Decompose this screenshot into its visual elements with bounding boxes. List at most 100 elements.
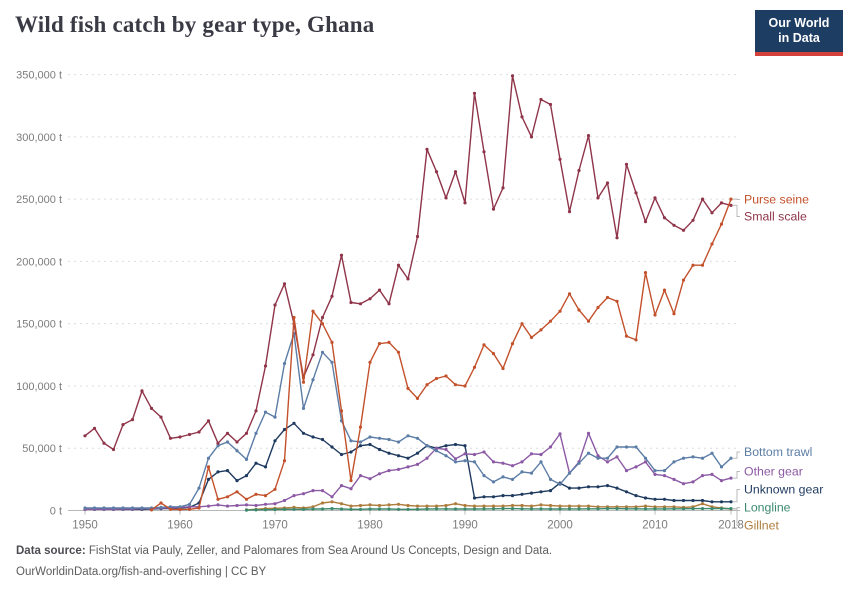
data-point [453,170,458,174]
data-point [501,494,505,498]
data-point [368,442,372,447]
data-point [710,507,714,511]
data-point [548,445,553,449]
series-line-bottom-trawl[interactable] [85,332,732,509]
data-point [653,313,657,317]
data-point [396,350,401,354]
legend-label-small-scale[interactable]: Small scale [744,210,807,224]
data-point [111,506,116,510]
data-point [548,319,553,323]
data-point [377,342,382,346]
data-point [387,437,391,442]
data-point [681,456,686,460]
data-point [415,504,420,508]
data-point [729,507,733,511]
data-point [463,201,467,205]
data-point [311,435,315,439]
data-point [159,505,163,509]
data-point [691,455,695,459]
data-point [700,263,705,267]
data-point [178,507,182,512]
data-point [216,470,220,474]
data-point [358,444,363,448]
data-point [510,342,515,346]
series-markers-bottom-trawl [83,332,733,510]
data-point [311,505,315,509]
data-point [596,305,600,310]
legend-label-purse-seine[interactable]: Purse seine [744,193,809,207]
data-point [596,196,600,200]
data-point [672,460,676,464]
data-point [586,451,591,455]
series-line-gillnet[interactable] [246,501,732,511]
data-point [358,503,363,508]
data-point [339,253,344,257]
data-point [330,360,334,364]
series-line-small-scale[interactable] [84,75,732,451]
data-point [396,507,401,511]
legend-label-other-gear[interactable]: Other gear [744,465,803,479]
data-point [301,507,306,511]
data-point [406,507,410,511]
legend-label-bottom-trawl[interactable]: Bottom trawl [744,445,812,459]
series-line-longline[interactable] [246,507,732,511]
data-point [349,507,353,511]
data-point [672,312,676,316]
data-point [387,507,391,511]
data-point [577,308,581,312]
x-tick-label: 1980 [357,520,383,532]
data-point [681,507,686,511]
data-point [102,441,106,445]
data-point [301,431,306,435]
data-point [225,469,230,473]
data-point [273,502,277,506]
data-point [510,503,515,508]
data-point [396,263,401,267]
legend-connector-bottom-trawl [733,451,740,459]
data-point [311,309,315,313]
series-line-purse-seine[interactable] [151,198,732,511]
footer-url-link[interactable]: OurWorldinData.org/fish-and-overfishing [16,566,222,578]
data-point [206,456,211,460]
data-point [653,497,657,501]
series-line-other-gear[interactable] [85,432,732,510]
data-point [719,465,724,469]
legend-label-gillnet[interactable]: Gillnet [744,519,779,533]
data-point [168,505,173,509]
data-point [586,134,591,138]
data-point [320,437,325,442]
data-point [273,507,277,512]
data-point [472,507,477,511]
data-point [254,461,258,465]
data-point [301,492,306,496]
data-point [320,350,325,354]
data-point [415,451,420,455]
data-point [729,197,733,201]
data-point [672,507,676,511]
data-point [624,490,629,494]
data-point [453,442,458,447]
data-point [700,502,705,506]
data-point [453,507,458,511]
x-tick-label: 1990 [452,520,478,532]
owid-logo[interactable]: Our World in Data [755,10,843,56]
data-point [700,474,705,478]
data-point [558,309,562,313]
data-point [320,322,325,326]
data-point [463,503,467,508]
data-point [596,507,600,511]
legend-label-longline[interactable]: Longline [744,501,791,515]
data-point [653,472,657,476]
data-point [643,220,648,224]
series-markers-small-scale [83,74,733,452]
data-point [168,436,173,440]
data-point [159,415,163,419]
data-point [330,445,334,449]
data-point [548,489,553,493]
data-point [719,201,724,205]
legend-label-unknown-gear[interactable]: Unknown gear [744,483,823,497]
data-point [358,302,363,306]
data-point [453,502,458,506]
data-point [482,504,486,508]
footer: Data source: FishStat via Pauly, Zeller,… [16,541,552,583]
